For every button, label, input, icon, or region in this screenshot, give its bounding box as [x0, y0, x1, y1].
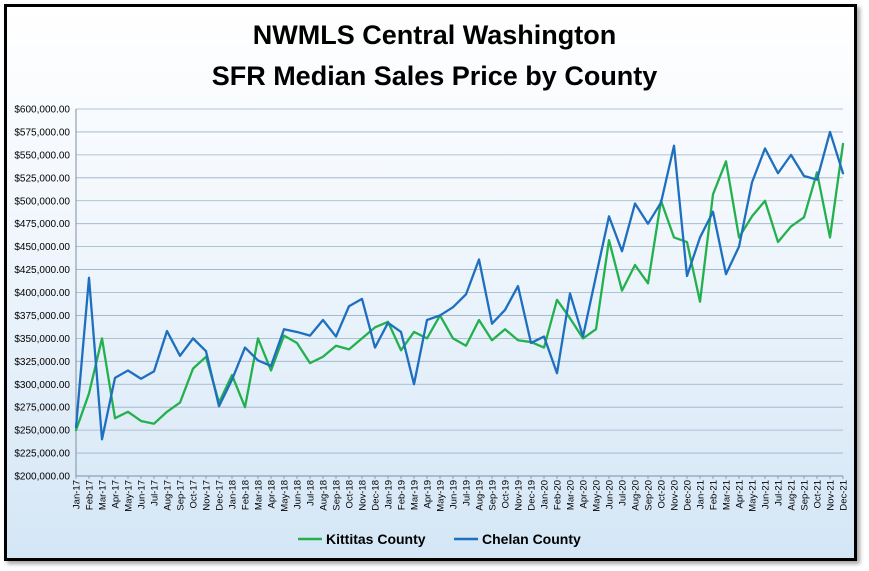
- x-tick-label: Mar-18: [254, 480, 265, 510]
- x-tick-label: Sep-19: [488, 480, 499, 511]
- y-tick-label: $425,000.00: [14, 265, 70, 276]
- x-tick-label: Oct-21: [813, 480, 824, 509]
- x-tick-label: Dec-19: [527, 480, 538, 511]
- x-tick-label: Aug-21: [787, 480, 798, 511]
- y-tick-label: $450,000.00: [14, 242, 70, 253]
- x-tick-label: Jun-20: [605, 480, 616, 509]
- x-tick-label: May-21: [748, 480, 759, 512]
- y-tick-label: $275,000.00: [14, 403, 70, 414]
- x-tick-label: Sep-18: [332, 480, 343, 511]
- y-tick-label: $475,000.00: [14, 219, 70, 230]
- x-tick-label: Mar-21: [722, 480, 733, 510]
- x-tick-label: May-20: [592, 480, 603, 512]
- axes: [75, 109, 844, 479]
- x-tick-label: May-18: [280, 480, 291, 512]
- x-tick-label: Sep-21: [800, 480, 811, 511]
- series-line-1: [74, 130, 845, 441]
- y-tick-label: $575,000.00: [14, 127, 70, 138]
- y-tick-label: $600,000.00: [14, 105, 70, 116]
- x-tick-label: Nov-18: [358, 480, 369, 511]
- x-tick-label: Feb-20: [553, 480, 564, 510]
- x-tick-label: Feb-21: [709, 480, 720, 510]
- x-tick-label: Jul-17: [150, 480, 161, 506]
- y-tick-label: $500,000.00: [14, 196, 70, 207]
- x-axis-tick-labels: Jan-17 Feb-17 Mar-17 Apr-17 May-17 Jun-17 Jul-…: [72, 480, 850, 512]
- chart-title-line-1: NWMLS Central Washington: [252, 20, 617, 50]
- x-tick-label: Feb-17: [85, 480, 96, 510]
- y-tick-label: $300,000.00: [14, 380, 70, 391]
- x-tick-label: Jul-19: [462, 480, 473, 506]
- x-tick-label: Aug-20: [631, 480, 642, 511]
- x-tick-label: Aug-19: [475, 480, 486, 511]
- x-tick-label: May-19: [436, 480, 447, 512]
- y-axis-tick-labels: $200,000.00 $225,000.00 $250,000.00 $275,00…: [14, 105, 70, 483]
- legend: Kittitas County Chelan County: [298, 531, 581, 547]
- x-tick-label: Mar-19: [410, 480, 421, 510]
- x-tick-label: Nov-17: [202, 480, 213, 511]
- x-tick-label: Apr-19: [423, 480, 434, 509]
- y-tick-label: $250,000.00: [14, 426, 70, 437]
- y-tick-label: $350,000.00: [14, 334, 70, 345]
- x-tick-label: Dec-21: [839, 480, 850, 511]
- x-tick-label: Oct-19: [501, 480, 512, 509]
- chart-frame: [4, 4, 857, 561]
- x-tick-label: Feb-19: [397, 480, 408, 510]
- x-tick-label: Apr-21: [735, 480, 746, 509]
- series-lines: [74, 130, 845, 441]
- x-tick-label: Apr-18: [267, 480, 278, 509]
- x-tick-label: Apr-17: [111, 480, 122, 509]
- legend-label-1: Chelan County: [482, 531, 581, 547]
- chart-title-line-2: SFR Median Sales Price by County: [211, 61, 658, 91]
- x-tick-label: Sep-17: [176, 480, 187, 511]
- x-tick-label: Nov-20: [670, 480, 681, 511]
- x-tick-label: Nov-21: [826, 480, 837, 511]
- x-tick-label: May-17: [124, 480, 135, 512]
- x-tick-label: Aug-18: [319, 480, 330, 511]
- x-tick-label: Mar-20: [566, 480, 577, 510]
- x-tick-label: Jun-18: [293, 480, 304, 509]
- x-tick-label: Jan-18: [228, 480, 239, 509]
- series-line-0: [74, 142, 845, 432]
- y-tick-label: $400,000.00: [14, 288, 70, 299]
- y-tick-label: $225,000.00: [14, 449, 70, 460]
- y-tick-label: $375,000.00: [14, 311, 70, 322]
- x-tick-label: Jun-19: [449, 480, 460, 509]
- x-tick-label: Dec-20: [683, 480, 694, 511]
- y-tick-label: $525,000.00: [14, 173, 70, 184]
- x-tick-label: Jul-21: [774, 480, 785, 506]
- x-tick-label: Dec-18: [371, 480, 382, 511]
- x-tick-label: Feb-18: [241, 480, 252, 510]
- x-tick-label: Nov-19: [514, 480, 525, 511]
- x-tick-label: Mar-17: [98, 480, 109, 510]
- y-tick-label: $200,000.00: [14, 472, 70, 483]
- x-tick-label: Apr-20: [579, 480, 590, 509]
- x-tick-label: Jan-21: [696, 480, 707, 509]
- x-tick-label: Sep-20: [644, 480, 655, 511]
- y-tick-label: $550,000.00: [14, 150, 70, 161]
- x-tick-label: Jan-17: [72, 480, 83, 509]
- x-tick-label: Oct-20: [657, 480, 668, 509]
- x-tick-label: Aug-17: [163, 480, 174, 511]
- x-tick-label: Jan-20: [540, 480, 551, 509]
- x-tick-label: Jun-21: [761, 480, 772, 509]
- x-tick-label: Jul-20: [618, 480, 629, 506]
- gridlines: [76, 108, 843, 477]
- legend-label-0: Kittitas County: [326, 531, 426, 547]
- y-tick-label: $325,000.00: [14, 357, 70, 368]
- x-tick-label: Jun-17: [137, 480, 148, 509]
- x-tick-label: Dec-17: [215, 480, 226, 511]
- x-tick-label: Jan-19: [384, 480, 395, 509]
- x-tick-label: Oct-18: [345, 480, 356, 509]
- x-tick-label: Oct-17: [189, 480, 200, 509]
- x-tick-label: Jul-18: [306, 480, 317, 506]
